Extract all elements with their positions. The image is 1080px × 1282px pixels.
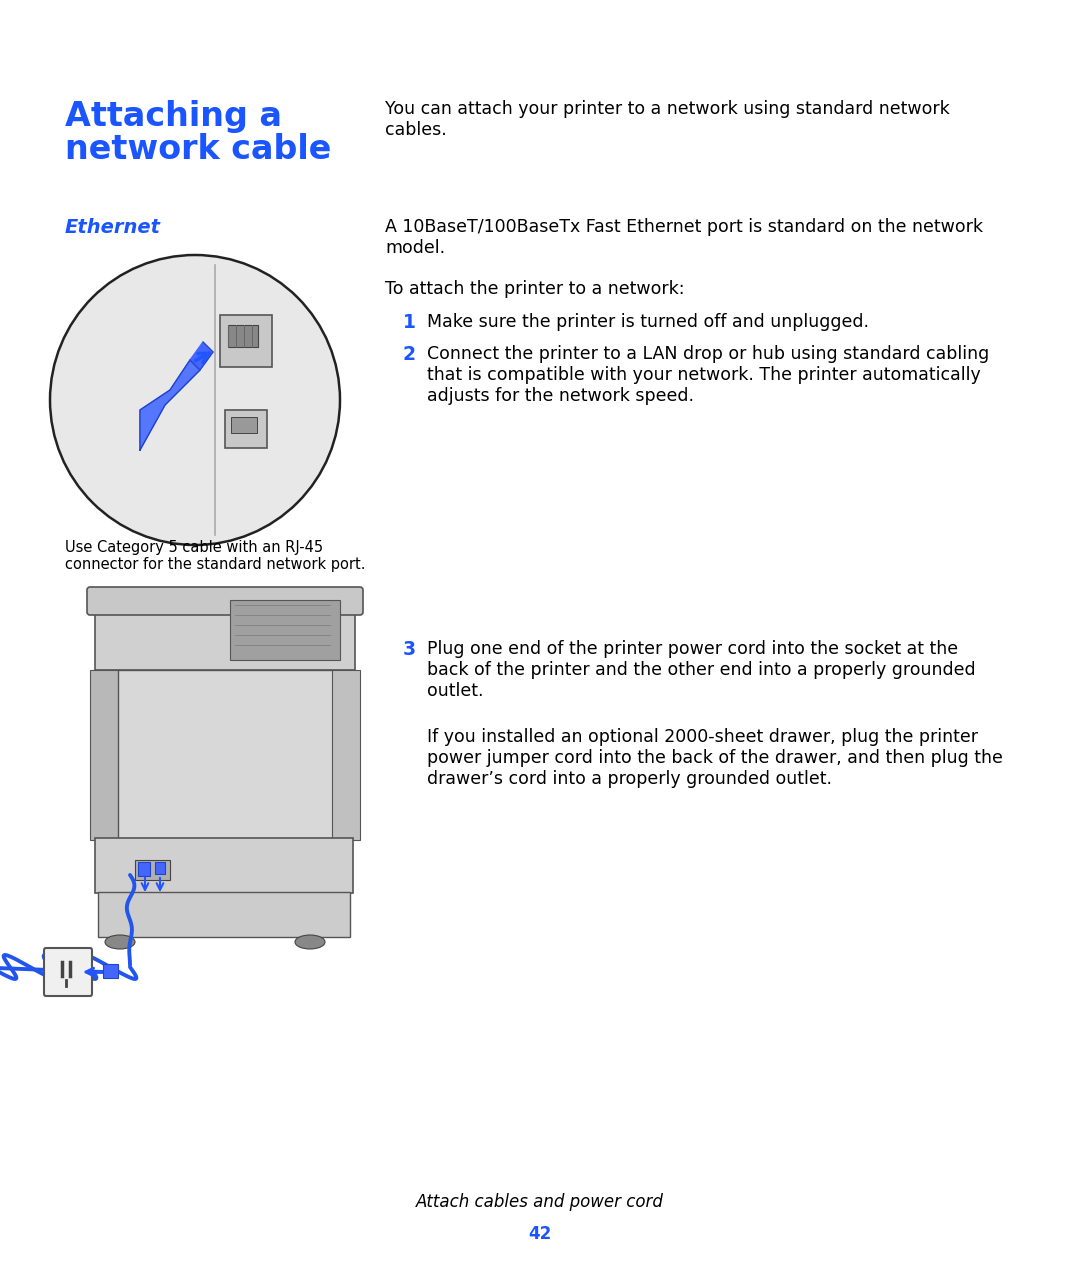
Text: A 10BaseT/100BaseTx Fast Ethernet port is standard on the network
model.: A 10BaseT/100BaseTx Fast Ethernet port i… [384, 218, 983, 256]
FancyBboxPatch shape [98, 892, 350, 937]
Bar [138, 862, 150, 876]
Polygon shape [190, 342, 213, 370]
Text: 3: 3 [403, 640, 416, 659]
Text: network cable: network cable [65, 133, 332, 165]
Bar [231, 417, 257, 433]
FancyBboxPatch shape [95, 838, 353, 894]
Text: Connect the printer to a LAN drop or hub using standard cabling
that is compatib: Connect the printer to a LAN drop or hub… [427, 345, 989, 405]
Circle shape [50, 255, 340, 545]
Text: Attaching a: Attaching a [65, 100, 282, 133]
FancyBboxPatch shape [87, 587, 363, 615]
Text: Make sure the printer is turned off and unplugged.: Make sure the printer is turned off and … [427, 313, 869, 331]
Bar [90, 670, 120, 840]
Text: Ethernet: Ethernet [65, 218, 161, 237]
Bar [225, 410, 267, 447]
Text: You can attach your printer to a network using standard network
cables.: You can attach your printer to a network… [384, 100, 949, 138]
Text: Plug one end of the printer power cord into the socket at the
back of the printe: Plug one end of the printer power cord i… [427, 640, 975, 700]
Text: Attach cables and power cord: Attach cables and power cord [416, 1194, 664, 1211]
Text: If you installed an optional 2000-sheet drawer, plug the printer
power jumper co: If you installed an optional 2000-sheet … [427, 728, 1003, 787]
Bar [228, 326, 258, 347]
Ellipse shape [105, 935, 135, 949]
Text: 1: 1 [403, 313, 416, 332]
Ellipse shape [295, 935, 325, 949]
FancyBboxPatch shape [118, 670, 333, 840]
Bar [156, 862, 165, 874]
Text: 42: 42 [528, 1226, 552, 1244]
FancyBboxPatch shape [95, 590, 355, 670]
Bar [135, 860, 170, 879]
Polygon shape [140, 360, 200, 450]
Bar [332, 670, 360, 840]
Bar [220, 315, 272, 367]
Text: To attach the printer to a network:: To attach the printer to a network: [384, 279, 685, 297]
Bar [103, 964, 118, 978]
Text: 2: 2 [403, 345, 416, 364]
FancyBboxPatch shape [44, 947, 92, 996]
Text: Use Category 5 cable with an RJ-45
connector for the standard network port.: Use Category 5 cable with an RJ-45 conne… [65, 540, 365, 572]
Bar [230, 600, 340, 660]
